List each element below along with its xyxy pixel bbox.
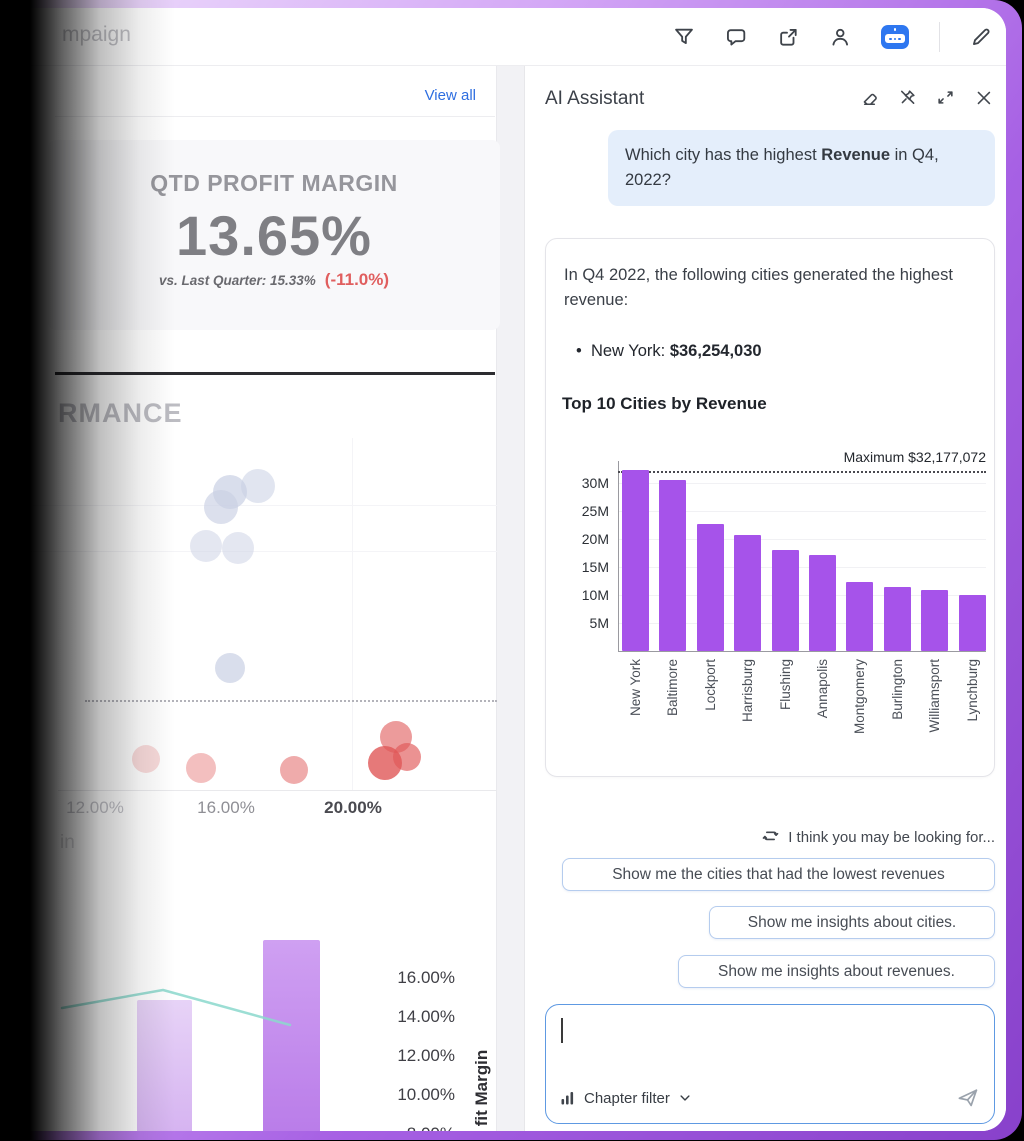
ai-answer-card: In Q4 2022, the following cities generat… [545,238,995,777]
combo-y-tick: 16.00% [397,968,455,987]
ai-assistant-icon[interactable] [881,25,909,49]
repeat-icon[interactable] [761,826,780,849]
bar-Annapolis [809,555,836,651]
x-category-label: Burlington [889,659,905,720]
send-icon[interactable] [956,1086,980,1110]
suggestion-chip[interactable]: Show me the cities that had the lowest r… [562,858,995,891]
eraser-icon[interactable] [860,88,879,107]
section-title: RMANCE [58,398,183,428]
scatter-x-axis [58,790,497,791]
ai-assistant-title: AI Assistant [545,88,645,109]
y-tick-label: 20M [581,531,609,547]
edit-icon[interactable] [970,26,992,48]
section-rule [55,372,495,375]
app-window: mpaign [0,8,1006,1131]
bar-Burlington [883,587,911,651]
kpi-comparison: vs. Last Quarter: 15.33% [158,273,316,288]
scatter-bubble [186,753,216,783]
chevron-down-icon [680,1095,690,1101]
suggestions-header: I think you may be looking for... [545,826,995,849]
answer-intro: In Q4 2022, the following cities generat… [564,266,953,309]
x-category-label: Baltimore [665,659,681,717]
y-tick-label: 15M [581,559,609,575]
suggestion-chip[interactable]: Show me insights about revenues. [678,955,995,988]
scatter-bubble [393,743,421,771]
kpi-delta: (-11.0%) [324,270,390,289]
chart-x-axis [618,651,986,652]
kpi-card: QTD PROFIT MARGIN 13.65% vs. Last Quarte… [48,140,500,330]
x-category-label: Flushing [777,659,793,711]
scatter-bubble [204,490,238,524]
x-category-label: Harrisburg [740,659,756,723]
max-annotation: Maximum $32,177,072 [843,448,986,465]
robot-antenna [893,28,897,31]
y-tick-label: 25M [581,503,609,519]
scatter-bubble [241,469,275,503]
suggestion-chip[interactable]: Show me insights about cities. [709,906,995,939]
ai-assistant-actions [860,88,993,107]
kpi-value: 13.65% [176,204,372,267]
x-category-label: Williamsport [927,659,943,733]
bar-Baltimore [659,480,687,651]
bar-Williamsport [921,589,949,651]
combo-y-tick: 10.00% [397,1085,455,1104]
close-icon[interactable] [974,88,993,107]
combo-bar [263,940,320,1131]
bar-Montgomery [846,582,874,651]
combo-axis-label: fit Margin [472,1049,491,1127]
x-category-label: Montgomery [852,659,868,735]
unpin-icon[interactable] [898,88,917,107]
user-question-bubble: Which city has the highest Revenue in Q4… [608,130,995,206]
max-line [618,470,986,473]
bar-New York [622,470,649,651]
answer-bullet: • New York: $36,254,030 [576,342,762,360]
scatter-bubble [190,530,222,562]
x-category-label: Lockport [702,659,718,711]
expand-icon[interactable] [936,88,955,107]
y-tick-label: 30M [581,475,609,491]
combo-y-tick: 12.00% [397,1046,455,1065]
scatter-x-tick: 12.00% [66,798,124,817]
chart-y-axis [618,461,619,651]
chat-input[interactable]: Chapter filter [545,1004,995,1124]
combo-line-chart [60,988,292,1027]
share-icon[interactable] [777,26,799,48]
view-all-link[interactable]: View all [424,87,476,104]
bar-Harrisburg [734,535,762,651]
combo-y-tick: 8.00% [385,1124,455,1131]
y-tick-label: 5M [589,615,609,631]
app-header: mpaign [0,8,1006,66]
user-icon[interactable] [829,26,851,48]
x-category-label: Annapolis [815,659,830,719]
scatter-bubble [215,653,245,683]
x-category-label: New York [628,659,643,717]
text-cursor [561,1018,563,1043]
truncated-label: in [60,832,75,853]
scatter-bubble [280,756,308,784]
scatter-x-tick: 16.00% [197,798,255,817]
scatter-bubble [222,532,254,564]
bar-Lynchburg [958,595,986,651]
scatter-bubble [132,745,160,773]
bar-Lockport [696,524,724,651]
y-tick-label: 10M [581,587,609,603]
scatter-x-tick: 20.00% [324,798,382,817]
bar-Flushing [771,550,799,651]
scatter-threshold-line [85,700,497,702]
comment-icon[interactable] [725,26,747,48]
divider [55,116,495,117]
x-category-label: Lynchburg [964,659,980,722]
chart-title: Top 10 Cities by Revenue [562,394,767,413]
toolbar [673,8,992,66]
revenue-bar-chart: 5M 10M 15M 20M 25M 30M Maximum $32,177,072 New … [556,434,986,774]
filter-icon[interactable] [673,26,695,48]
page-title: mpaign [62,23,131,46]
bar-chart-icon [561,1092,574,1105]
kpi-title: QTD PROFIT MARGIN [150,170,398,196]
chapter-filter-dropdown[interactable]: Chapter filter [560,1090,692,1107]
combo-y-tick: 14.00% [397,1007,455,1026]
panel-gutter [497,66,524,1131]
toolbar-divider [939,22,940,52]
